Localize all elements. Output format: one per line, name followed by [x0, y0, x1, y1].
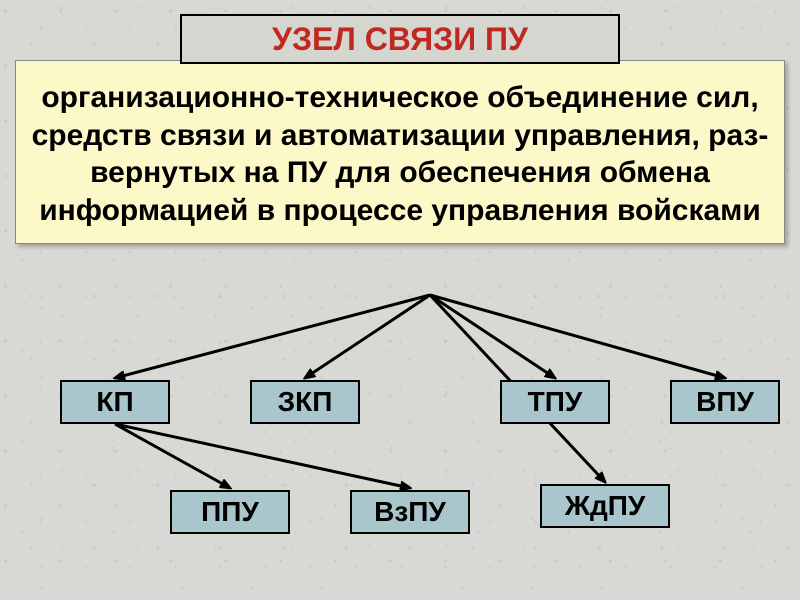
- node-tpu: ТПУ: [500, 380, 610, 424]
- node-label: ЗКП: [278, 386, 333, 418]
- title-text: УЗЕЛ СВЯЗИ ПУ: [272, 21, 528, 58]
- node-kp: КП: [60, 380, 170, 424]
- node-label: КП: [96, 386, 133, 418]
- node-label: ЖдПУ: [565, 490, 646, 522]
- node-zkp: ЗКП: [250, 380, 360, 424]
- node-label: ТПУ: [528, 386, 583, 418]
- description-text: организационно-техническое объединение с…: [28, 79, 772, 229]
- node-label: ВПУ: [696, 386, 754, 418]
- node-zdpu: ЖдПУ: [540, 484, 670, 528]
- node-ppu: ППУ: [170, 490, 290, 534]
- node-vpu: ВПУ: [670, 380, 780, 424]
- node-label: ВзПУ: [374, 496, 446, 528]
- node-label: ППУ: [201, 496, 259, 528]
- title-box: УЗЕЛ СВЯЗИ ПУ: [180, 14, 620, 64]
- node-vzpu: ВзПУ: [350, 490, 470, 534]
- description-box: организационно-техническое объединение с…: [15, 60, 785, 244]
